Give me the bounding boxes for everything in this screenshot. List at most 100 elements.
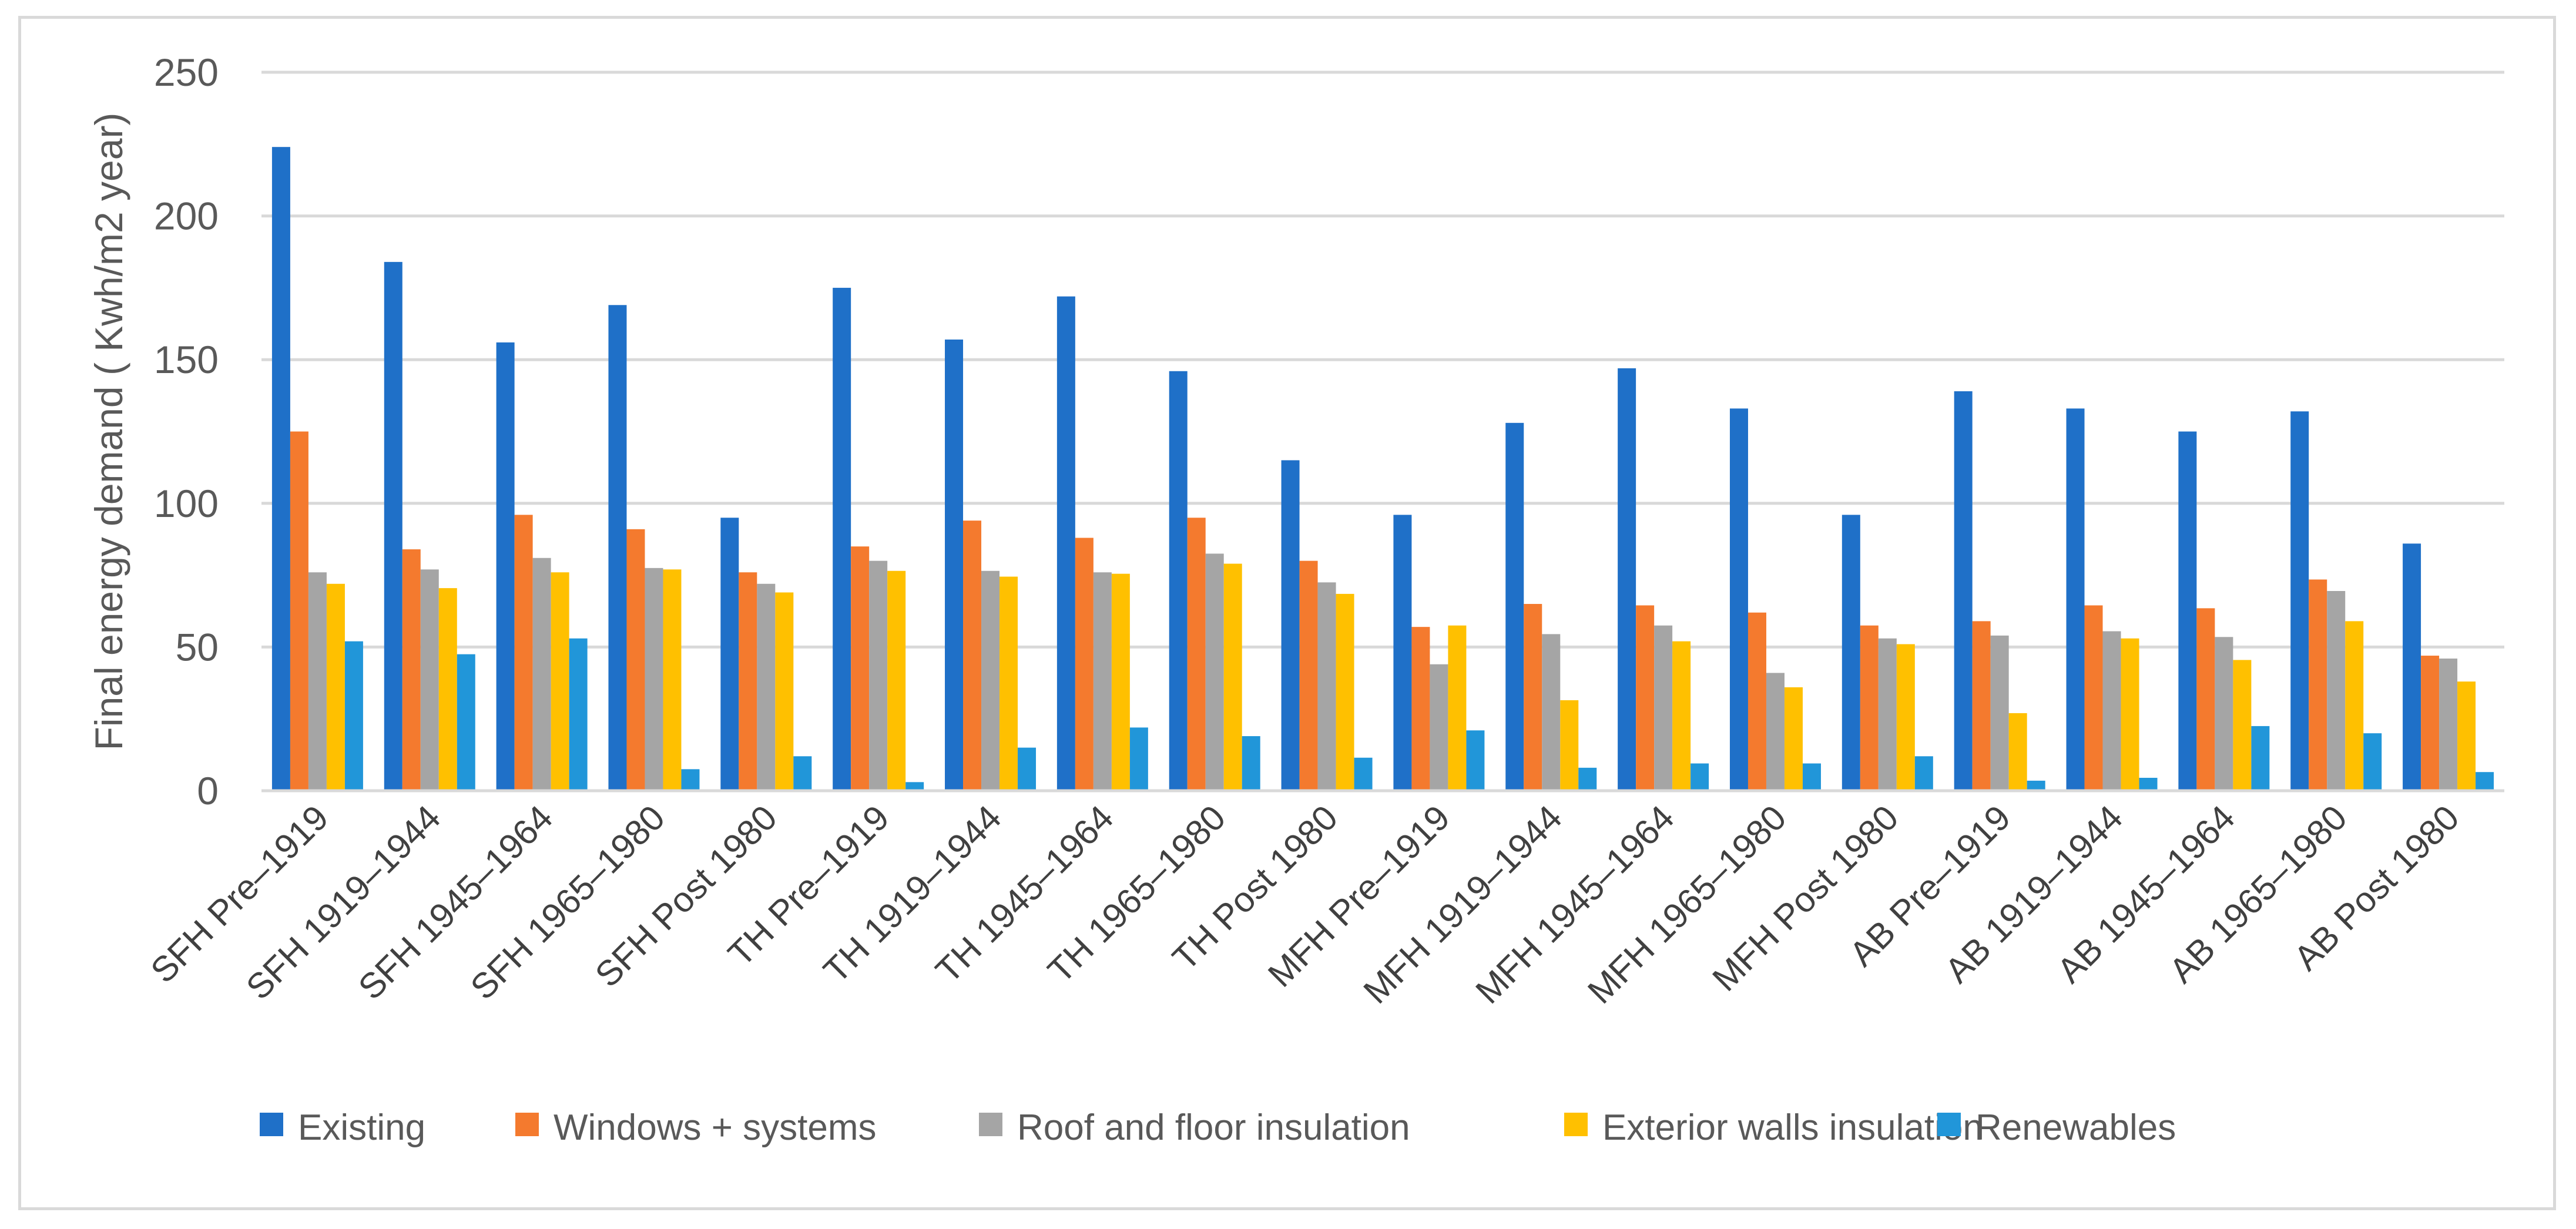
bar-exterior-walls-insulation-3: [663, 569, 682, 791]
bar-exterior-walls-insulation-7: [1111, 573, 1130, 791]
x-tick-label: SFH 1965–1980: [463, 798, 672, 1007]
bar-roof-and-floor-insulation-10: [1430, 664, 1448, 791]
bar-renewables-2: [569, 638, 588, 791]
bar-existing-1: [384, 261, 402, 791]
legend-swatch: [515, 1113, 539, 1136]
bar-renewables-15: [2027, 780, 2045, 791]
bar-windows-systems-14: [1860, 625, 1879, 791]
y-tick-label: 250: [154, 51, 219, 94]
bar-exterior-walls-insulation-19: [2457, 681, 2476, 791]
bar-exterior-walls-insulation-14: [1896, 644, 1915, 791]
bar-exterior-walls-insulation-17: [2233, 660, 2252, 791]
bar-exterior-walls-insulation-0: [326, 583, 345, 791]
bar-windows-systems-13: [1747, 612, 1766, 791]
bar-existing-7: [1056, 296, 1075, 791]
bar-existing-8: [1169, 371, 1188, 791]
legend-label: Existing: [298, 1107, 425, 1148]
bar-exterior-walls-insulation-6: [999, 576, 1018, 791]
bar-roof-and-floor-insulation-1: [420, 569, 439, 791]
bar-existing-6: [945, 339, 964, 791]
legend: Existing Windows + systems Roof and floor …: [260, 1107, 2176, 1148]
bar-existing-4: [720, 518, 739, 791]
bar-exterior-walls-insulation-2: [551, 572, 569, 791]
bar-exterior-walls-insulation-10: [1448, 625, 1467, 791]
x-tick-label: SFH 1919–1944: [239, 798, 448, 1007]
bar-exterior-walls-insulation-8: [1223, 563, 1242, 791]
legend-label: Exterior walls insulation: [1602, 1107, 1983, 1148]
bar-windows-systems-5: [851, 546, 870, 791]
bar-windows-systems-19: [2421, 656, 2440, 791]
bar-windows-systems-11: [1524, 604, 1542, 791]
bar-renewables-0: [344, 641, 363, 791]
bar-windows-systems-8: [1187, 518, 1206, 791]
x-tick-label: MFH 1945–1964: [1468, 798, 1681, 1011]
bar-windows-systems-3: [626, 529, 645, 791]
bar-existing-9: [1281, 460, 1300, 791]
bar-existing-15: [1954, 391, 1973, 791]
y-tick-label: 0: [197, 769, 219, 812]
gridlines: [261, 70, 2504, 649]
y-tick-label: 100: [154, 482, 219, 525]
bar-windows-systems-1: [402, 549, 421, 791]
legend-label: Roof and floor insulation: [1017, 1107, 1410, 1148]
bar-existing-10: [1393, 515, 1412, 791]
legend-swatch: [1564, 1113, 1588, 1136]
bar-renewables-14: [1914, 756, 1933, 791]
bar-exterior-walls-insulation-1: [438, 588, 457, 791]
bar-renewables-6: [1018, 747, 1037, 791]
x-tick-label: SFH 1945–1964: [351, 798, 560, 1007]
bar-windows-systems-7: [1075, 538, 1094, 791]
bar-roof-and-floor-insulation-2: [532, 558, 551, 791]
bar-renewables-18: [2363, 733, 2382, 791]
bar-renewables-8: [1242, 736, 1260, 791]
bar-existing-0: [271, 147, 290, 791]
bar-renewables-13: [1802, 763, 1821, 791]
y-tick-label: 200: [154, 194, 219, 238]
bar-renewables-16: [2139, 777, 2158, 791]
bar-exterior-walls-insulation-13: [1784, 687, 1803, 791]
bar-exterior-walls-insulation-4: [775, 592, 794, 791]
bar-roof-and-floor-insulation-0: [308, 572, 327, 791]
bar-roof-and-floor-insulation-19: [2439, 658, 2458, 791]
bar-roof-and-floor-insulation-9: [1317, 582, 1336, 791]
bar-roof-and-floor-insulation-13: [1766, 673, 1785, 791]
legend-swatch: [979, 1113, 1002, 1136]
bar-existing-14: [1842, 515, 1860, 791]
y-tick-label: 150: [154, 338, 219, 381]
bar-roof-and-floor-insulation-17: [2215, 637, 2233, 791]
bar-windows-systems-17: [2196, 608, 2215, 791]
bar-existing-2: [496, 342, 515, 791]
bar-existing-5: [833, 287, 851, 791]
bar-exterior-walls-insulation-11: [1560, 700, 1579, 791]
bar-windows-systems-6: [963, 521, 982, 791]
bar-exterior-walls-insulation-15: [2008, 713, 2027, 791]
bar-windows-systems-18: [2309, 579, 2327, 791]
bar-renewables-9: [1354, 757, 1373, 791]
bar-renewables-4: [793, 756, 812, 791]
bar-windows-systems-0: [290, 431, 308, 791]
bar-existing-11: [1505, 422, 1524, 791]
bar-roof-and-floor-insulation-7: [1093, 572, 1112, 791]
bar-roof-and-floor-insulation-6: [981, 570, 1000, 791]
bar-roof-and-floor-insulation-8: [1205, 553, 1224, 791]
bar-roof-and-floor-insulation-15: [1990, 635, 2009, 791]
bar-roof-and-floor-insulation-11: [1542, 634, 1561, 791]
legend-swatch: [1937, 1113, 1961, 1136]
bar-windows-systems-12: [1636, 605, 1655, 791]
legend-swatch: [260, 1113, 283, 1136]
bar-exterior-walls-insulation-5: [887, 570, 906, 791]
y-axis-ticks: 0 50 100 150 200 250: [154, 51, 219, 812]
bars: [271, 147, 2494, 791]
bar-existing-17: [2178, 431, 2197, 791]
bar-windows-systems-16: [2084, 605, 2103, 791]
bar-windows-systems-4: [739, 572, 757, 791]
bar-exterior-walls-insulation-18: [2345, 621, 2364, 791]
bar-exterior-walls-insulation-12: [1672, 641, 1691, 791]
bar-roof-and-floor-insulation-12: [1654, 625, 1673, 791]
bar-renewables-3: [681, 769, 700, 791]
bar-exterior-walls-insulation-16: [2121, 638, 2139, 791]
bar-exterior-walls-insulation-9: [1336, 593, 1354, 791]
bar-existing-13: [1729, 408, 1748, 791]
